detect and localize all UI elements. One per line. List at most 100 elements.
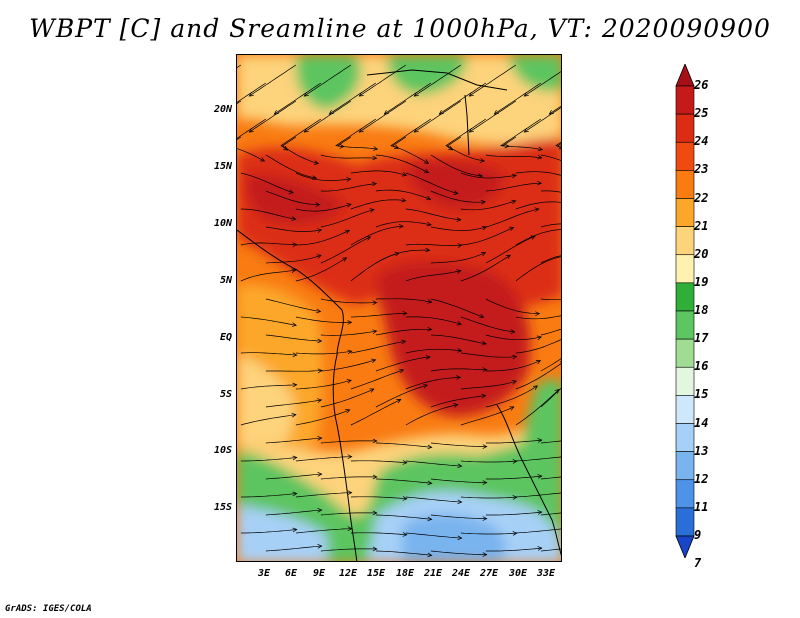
streamline-arrow [534,207,540,212]
streamline-arrow [427,480,433,486]
footer-credit: GrADS: IGES/COLA [5,604,92,614]
streamline [265,298,321,312]
streamline [540,328,561,336]
streamline [320,359,376,372]
streamline [265,190,320,205]
streamline [405,316,462,325]
streamline [515,389,560,426]
colorbar-segment [675,338,695,368]
streamline [375,221,432,228]
field-east-green [521,379,561,534]
lon-label: 18E [395,568,415,579]
streamline-arrow [482,516,488,521]
streamline-arrow [480,199,486,205]
streamline-arrow [537,546,543,551]
streamline [405,404,458,426]
streamline [350,199,406,210]
colorbar-segment [675,141,695,171]
streamline [430,252,486,264]
streamline [240,352,297,356]
streamline [350,170,407,176]
lon-label: 9E [312,568,326,579]
colorbar-label: 14 [694,415,709,430]
streamline-arrow [511,199,517,205]
streamline [240,242,297,246]
streamline-arrow [291,412,297,418]
streamline [515,456,561,462]
colorbar-segment [675,254,695,284]
streamline-arrow [479,158,486,163]
streamline [375,328,432,336]
streamline-arrow [259,157,266,162]
colorbar-segment [675,170,695,199]
streamline [304,64,352,97]
lat-label: 15S [213,502,232,513]
lon-label: 24E [451,568,471,579]
streamline [375,478,432,484]
streamline-arrow [347,320,353,325]
streamline [485,547,542,552]
streamline [320,512,377,516]
streamline-arrow [292,455,298,461]
streamline-arrow [292,242,298,248]
streamline [515,492,561,498]
streamline-arrow [456,269,462,274]
map-panel [236,54,562,562]
streamline-arrow [346,177,352,182]
streamline [237,118,267,139]
streamline [499,118,542,147]
streamline [485,385,538,408]
streamline [540,154,561,161]
streamline [460,352,517,358]
lon-label: 21E [423,568,443,579]
streamline [265,334,322,342]
streamline [295,172,351,181]
streamline [555,141,561,149]
lat-label: 5N [219,275,232,286]
streamline-arrow [401,197,407,203]
streamline-arrow [291,322,297,327]
streamline-arrow [347,349,353,355]
lon-label: 12E [338,568,358,579]
streamline-arrow [292,527,298,533]
streamline [430,190,486,203]
streamline [390,118,432,149]
streamline-arrow [373,146,379,151]
streamline-arrow [317,228,323,233]
border-north [366,69,508,91]
streamline [515,315,561,320]
streamline-arrow [372,474,378,480]
streamline [329,82,377,115]
streamline [460,226,514,246]
streamline [405,532,462,539]
streamline [350,340,406,354]
coastlines [237,69,561,561]
streamline [237,136,265,162]
streamline-arrow [480,252,487,257]
streamline [515,528,561,534]
colorbar-label: 12 [694,471,709,486]
lat-label: 10N [213,218,232,229]
colorbar-segment [675,366,695,396]
streamline [430,334,487,345]
streamline-arrow [372,155,378,161]
streamline [375,550,432,556]
streamline [304,100,352,133]
streamline [240,457,297,462]
streamline [540,476,561,480]
streamline [265,509,322,516]
streamline [375,514,432,520]
streamline [384,82,432,115]
streamline-arrow [457,499,463,505]
streamline [446,136,485,162]
streamline [460,496,517,499]
streamline-arrow [317,338,323,344]
streamline-arrow [537,154,543,160]
streamline [320,209,375,228]
streamline [240,208,296,220]
streamline-arrow [425,247,431,253]
streamline [240,269,296,282]
streamline-arrow [346,379,352,384]
colorbar-segment [675,507,695,537]
streamline [265,154,317,179]
